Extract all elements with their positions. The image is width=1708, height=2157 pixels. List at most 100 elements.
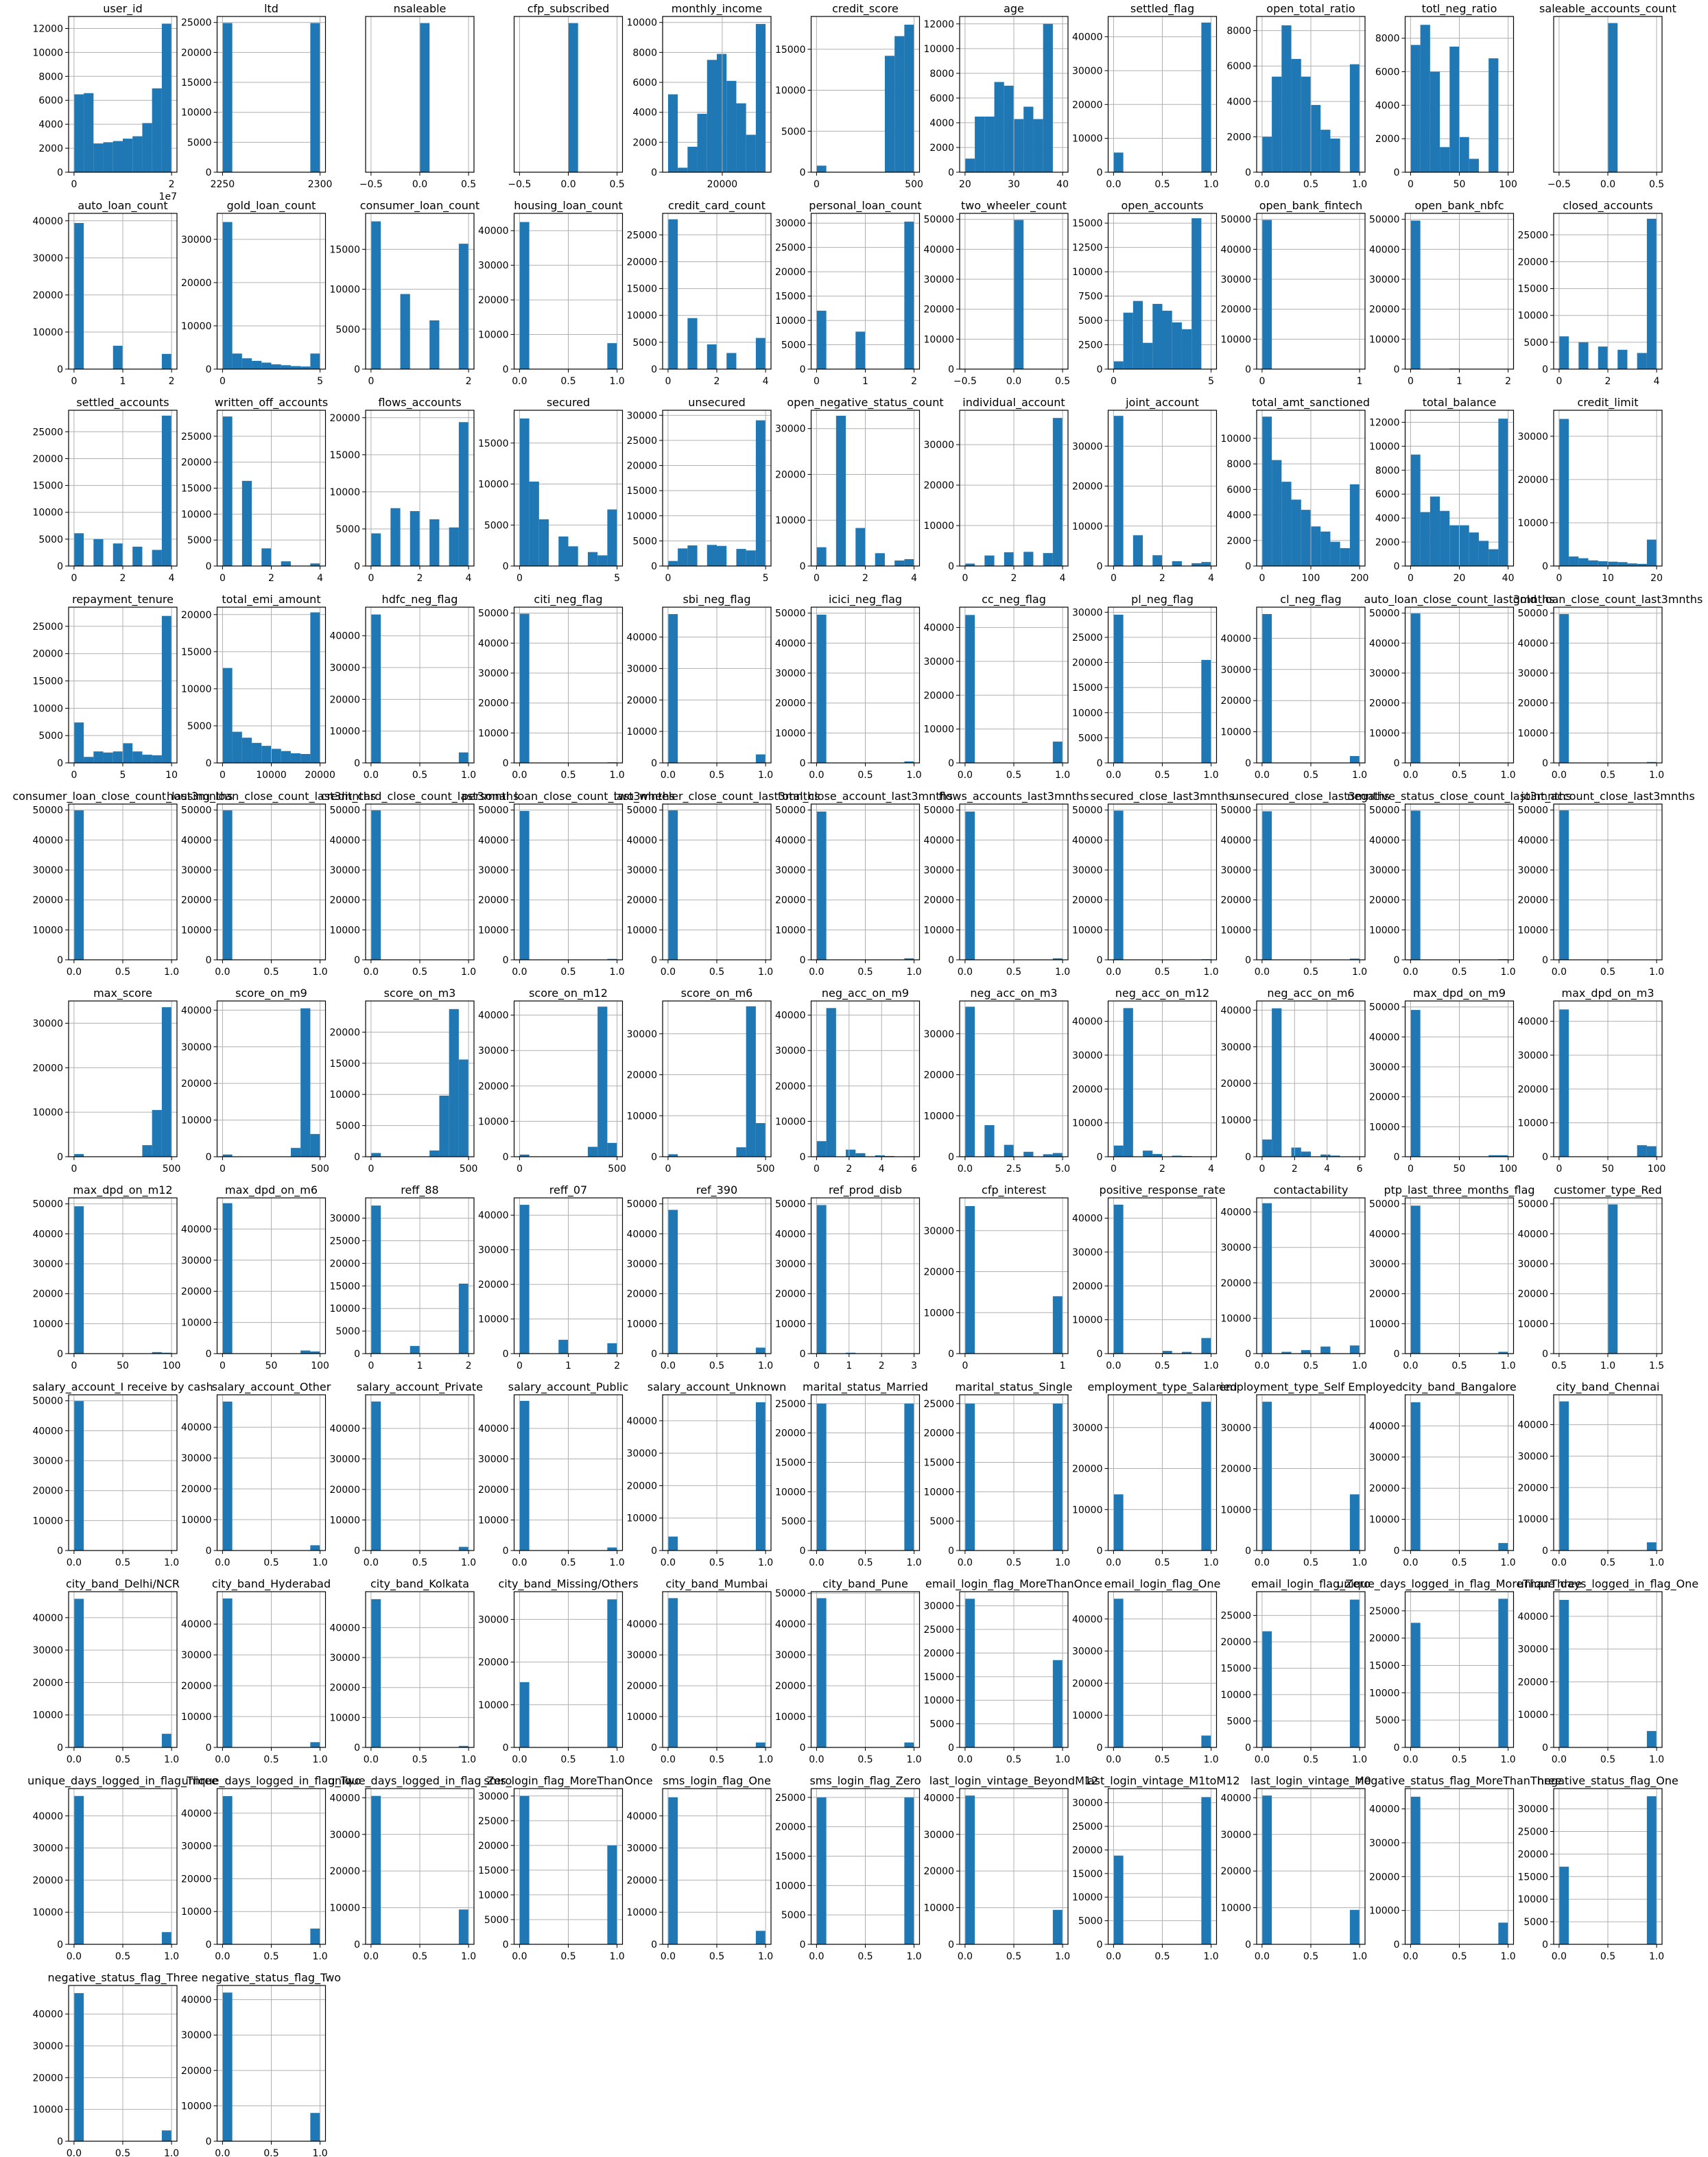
x-tick-label: 0.5 <box>1303 179 1318 190</box>
histogram-bar <box>1113 1599 1124 1747</box>
histogram-bar <box>1301 1349 1311 1354</box>
axes-frame <box>1256 213 1366 370</box>
x-tick-label: 2 <box>268 573 274 584</box>
x-tick-label: 0 <box>71 179 77 190</box>
y-tick-label: 10000 <box>1369 1688 1400 1699</box>
y-tick-label: 4000 <box>38 119 63 130</box>
subplot-title: email_login_flag_Zero <box>1251 1577 1371 1591</box>
histogram-bar <box>458 422 469 566</box>
y-tick-label: 20000 <box>478 1841 509 1852</box>
histogram-bar <box>816 547 827 566</box>
subplot-housing-loan-close-count-last3mnths: housing_loan_close_count_last3mnths01000… <box>167 790 376 978</box>
y-tick-label: 20000 <box>1072 482 1103 493</box>
x-tick-label: 1 <box>1357 376 1363 387</box>
y-tick-label: 10000 <box>1220 1313 1251 1324</box>
histogram-bar <box>607 1142 617 1157</box>
histogram-bar <box>816 1141 827 1157</box>
y-tick-label: 0 <box>948 955 954 966</box>
y-tick-label: 20000 <box>923 895 954 906</box>
y-tick-label: 20000 <box>1072 1084 1103 1095</box>
histogram-bar <box>1320 531 1331 566</box>
histogram-bar <box>1291 58 1301 172</box>
histogram-bar <box>123 743 133 763</box>
subplot-ref-prod-disb: ref_prod_disb010000200003000040000500000… <box>775 1183 921 1371</box>
y-tick-label: 40000 <box>1072 835 1103 846</box>
subplot-personal-loan-close-count-last3mnths: personal_loan_close_count_last3mnths0100… <box>462 790 675 978</box>
x-tick-label: 0.0 <box>67 1754 82 1765</box>
histogram-bar <box>904 558 914 566</box>
y-tick-label: 10000 <box>181 1515 212 1526</box>
y-tick-label: 20000 <box>32 895 63 906</box>
y-tick-label: 40000 <box>329 631 360 642</box>
axes-frame <box>365 803 475 960</box>
histogram-bar <box>1281 482 1292 566</box>
y-tick-label: 30000 <box>478 1614 509 1625</box>
x-tick-label: 5.0 <box>1055 1164 1070 1175</box>
histogram-bar <box>1172 322 1182 369</box>
y-tick-label: 0 <box>800 1349 806 1360</box>
y-tick-label: 20000 <box>626 1070 657 1081</box>
y-tick-label: 20000 <box>181 278 212 289</box>
x-tick-label: 2 <box>1292 1164 1298 1175</box>
y-tick-label: 10000 <box>1072 1710 1103 1721</box>
histogram-bar <box>1627 563 1637 566</box>
x-tick-label: 1.0 <box>1500 1754 1515 1765</box>
x-tick-label: 0.0 <box>1552 1951 1567 1962</box>
x-tick-label: 1.0 <box>906 1951 921 1962</box>
histogram-bar <box>875 1155 885 1157</box>
y-tick-label: 30000 <box>181 2030 212 2041</box>
histogram-bar <box>310 353 320 369</box>
histogram-bar <box>310 23 320 172</box>
y-tick-label: 30000 <box>1072 1647 1103 1658</box>
x-tick-label: 1.0 <box>1500 1360 1515 1371</box>
histogram-bar <box>1052 1403 1063 1551</box>
axes-frame <box>1256 1000 1366 1157</box>
x-tick-label: 4 <box>1060 573 1066 584</box>
axes-frame <box>68 803 178 960</box>
y-tick-label: 0 <box>1542 1743 1548 1754</box>
histogram-bar <box>816 1598 827 1747</box>
axes-frame <box>68 1985 178 2142</box>
histogram-bar <box>123 139 133 172</box>
axes-frame <box>365 213 475 370</box>
y-tick-label: 20000 <box>181 1286 212 1297</box>
axes-frame <box>1404 410 1515 567</box>
histogram-bar <box>112 543 123 566</box>
subplot-credit-card-close-count-last3mnths: credit_card_close_count_last3mnths010000… <box>321 790 519 978</box>
y-tick-label: 20000 <box>1072 658 1103 669</box>
y-tick-label: 30000 <box>329 1214 360 1225</box>
x-tick-label: 0.0 <box>67 2148 82 2157</box>
subplot-total-balance: total_balance020004000600080001000012000… <box>1369 396 1515 584</box>
histogram-bar <box>1340 547 1350 566</box>
x-tick-label: 0.0 <box>1403 1754 1418 1765</box>
histogram-bar <box>73 1401 84 1551</box>
histogram-bar <box>458 752 469 763</box>
histogram-bar <box>687 146 698 172</box>
x-tick-label: 0.0 <box>809 1951 824 1962</box>
x-tick-label: 0 <box>517 573 523 584</box>
subplot-title: last_login_vintage_M0 <box>1250 1774 1371 1788</box>
histogram-bar <box>458 1059 469 1157</box>
y-tick-label: 15000 <box>329 1281 360 1292</box>
y-tick-label: 5000 <box>38 731 63 742</box>
y-tick-label: 8000 <box>1226 459 1251 470</box>
y-tick-label: 0 <box>57 2136 63 2147</box>
y-tick-label: 10000 <box>923 724 954 735</box>
y-tick-label: 10000 <box>923 521 954 532</box>
y-tick-label: 30000 <box>329 663 360 674</box>
subplot-sms-login-flag-one: sms_login_flag_One0100002000030000400000… <box>626 1774 773 1962</box>
x-tick-label: 2 <box>169 179 175 190</box>
histogram-bar <box>816 1403 827 1551</box>
y-tick-label: 20000 <box>923 305 954 316</box>
y-tick-label: 6000 <box>929 93 954 104</box>
x-tick-label: 0 <box>71 1360 77 1371</box>
y-tick-label: 10000 <box>626 1907 657 1918</box>
histogram-bar <box>1201 1797 1211 1944</box>
axes-frame <box>1404 1000 1515 1157</box>
x-tick-label: 0.5 <box>857 1754 873 1765</box>
axes-frame <box>1107 1788 1218 1945</box>
x-tick-label: 10 <box>1602 573 1614 584</box>
